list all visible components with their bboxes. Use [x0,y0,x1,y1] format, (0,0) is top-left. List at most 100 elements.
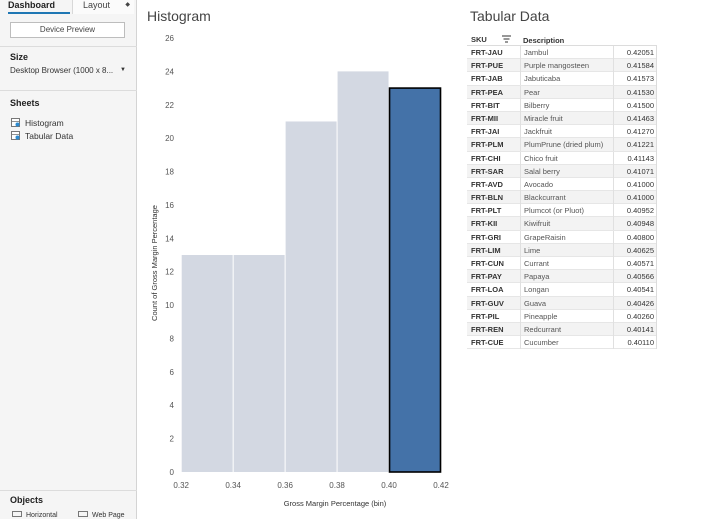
sort-descending-icon[interactable] [502,35,511,45]
cell-description: Purple mangosteen [520,59,612,73]
sheets-section-title: Sheets [10,98,40,108]
cell-sku: FRT-BIT [471,100,500,110]
cell-sku: FRT-LIM [471,245,501,255]
cell-description: Miracle fruit [520,111,612,125]
cell-value: 0.40141 [613,322,657,336]
table-row[interactable]: FRT-SAR Salal berry 0.41071 [467,164,657,178]
chevron-updown-icon: ◆ [125,2,130,8]
object-label: Web Page [92,512,125,519]
table-row[interactable]: FRT-PLM PlumPrune (dried plum) 0.41221 [467,138,656,152]
y-tick-label: 24 [165,67,174,76]
cell-sku: FRT-CHI [471,153,501,163]
column-header-sku[interactable]: SKU [471,35,487,44]
sheet-item-label: Histogram [25,118,64,128]
cell-description: Pear [520,85,612,99]
sheet-item-label: Tabular Data [25,131,74,141]
sheet-item-tabular-data[interactable]: Tabular Data [11,131,73,143]
table-row[interactable]: FRT-PAY Papaya 0.40566 [467,270,657,284]
pane-tabs: Dashboard Layout ◆ [0,0,137,14]
tab-dashboard[interactable]: Dashboard [8,0,70,14]
divider [0,490,137,491]
histogram-bar[interactable] [285,121,337,472]
cell-description: Papaya [520,270,612,284]
cell-sku: FRT-JAI [471,127,500,137]
histogram-bar[interactable] [181,255,233,472]
cell-description: GrapeRaisin [520,230,612,244]
y-tick-label: 4 [170,401,175,410]
worksheet-icon [11,131,20,140]
cell-value: 0.41143 [613,151,657,165]
cell-sku: FRT-SAR [471,166,504,176]
tab-layout[interactable]: Layout ◆ [72,0,134,14]
table-row[interactable]: FRT-PIL Pineapple 0.40260 [467,309,656,323]
x-tick-label: 0.42 [433,481,449,490]
cell-value: 0.41530 [613,85,657,99]
histogram-bar[interactable] [337,71,389,472]
histogram-bar-selected[interactable] [388,87,442,473]
cell-sku: FRT-GUV [471,298,504,308]
cell-description: Jabuticaba [520,72,612,86]
cell-description: Chico fruit [520,151,612,165]
size-dropdown[interactable]: Desktop Browser (1000 x 8... ▼ [10,66,128,75]
cell-description: PlumPrune (dried plum) [520,138,612,152]
cell-value: 0.40800 [613,230,657,244]
cell-value: 0.41071 [613,164,657,178]
dashboard-pane: Dashboard Layout ◆ Device Preview Size D… [0,0,137,519]
table-row[interactable]: FRT-PLT Plumcot (or Pluot) 0.40952 [467,204,657,218]
table-row[interactable]: FRT-GUV Guava 0.40426 [467,296,656,310]
cell-description: Plumcot (or Pluot) [520,204,612,218]
x-tick-label: 0.34 [225,481,241,490]
cell-value: 0.41000 [613,191,657,205]
table-row[interactable]: FRT-AVD Avocado 0.41000 [467,177,656,192]
table-row[interactable]: FRT-REN Redcurrant 0.40141 [467,322,657,337]
y-tick-label: 12 [165,268,174,277]
cell-sku: FRT-LOA [471,285,504,295]
cell-sku: FRT-PIL [471,311,500,321]
size-dropdown-value: Desktop Browser (1000 x 8... [10,66,114,75]
column-header-description[interactable]: Description [523,36,565,45]
cell-sku: FRT-BLN [471,193,504,203]
table-row[interactable]: FRT-CUN Currant 0.40571 [467,257,656,271]
table-row[interactable]: FRT-JAI Jackfruit 0.41270 [467,125,656,139]
x-tick-label: 0.32 [173,481,189,490]
cell-value: 0.40566 [613,270,657,284]
object-label: Horizontal [26,512,58,519]
table-row[interactable]: FRT-GRI GrapeRaisin 0.40800 [467,230,657,244]
table-row[interactable]: FRT-JAU Jambul 0.42051 [467,46,656,60]
histogram-bar[interactable] [233,255,285,472]
size-section-title: Size [10,52,29,62]
divider [0,90,137,91]
y-tick-label: 2 [170,435,175,444]
table-row[interactable]: FRT-JAB Jabuticaba 0.41573 [467,72,657,86]
device-preview-button[interactable]: Device Preview [10,22,125,38]
sheet-item-histogram[interactable]: Histogram [11,118,64,130]
table-row[interactable]: FRT-KII Kiwifruit 0.40948 [467,217,657,231]
cell-sku: FRT-MII [471,113,499,123]
object-web-page[interactable]: Web Page [78,511,125,519]
cell-description: Redcurrant [520,322,612,336]
table-row[interactable]: FRT-MII Miracle fruit 0.41463 [467,111,656,126]
cell-value: 0.41573 [613,72,657,86]
table-row[interactable]: FRT-PEA Pear 0.41530 [467,85,657,99]
cell-description: Currant [520,257,612,270]
cell-sku: FRT-PLT [471,206,502,216]
table-row[interactable]: FRT-BLN Blackcurrant 0.41000 [467,191,657,205]
table-row[interactable]: FRT-CHI Chico fruit 0.41143 [467,151,657,165]
x-tick-label: 0.36 [277,481,293,490]
cell-description: Blackcurrant [520,191,612,205]
table-row[interactable]: FRT-LIM Lime 0.40625 [467,243,656,257]
cell-description: Jambul [520,46,612,59]
table-row[interactable]: FRT-PUE Purple mangosteen 0.41584 [467,59,656,73]
x-tick-label: 0.40 [381,481,397,490]
cell-value: 0.40948 [613,217,657,231]
table-header: SKU Description [467,34,613,45]
table-row[interactable]: FRT-BIT Bilberry 0.41500 [467,98,656,112]
cell-value: 0.40952 [613,204,657,218]
y-tick-label: 14 [165,234,174,243]
table-row[interactable]: FRT-LOA Longan 0.40541 [467,283,656,297]
object-horizontal[interactable]: Horizontal [12,511,58,519]
cell-sku: FRT-JAU [471,48,503,57]
cell-sku: FRT-CUN [471,259,504,268]
histogram-title: Histogram [147,8,211,24]
table-row[interactable]: FRT-CUE Cucumber 0.40110 [467,336,656,350]
